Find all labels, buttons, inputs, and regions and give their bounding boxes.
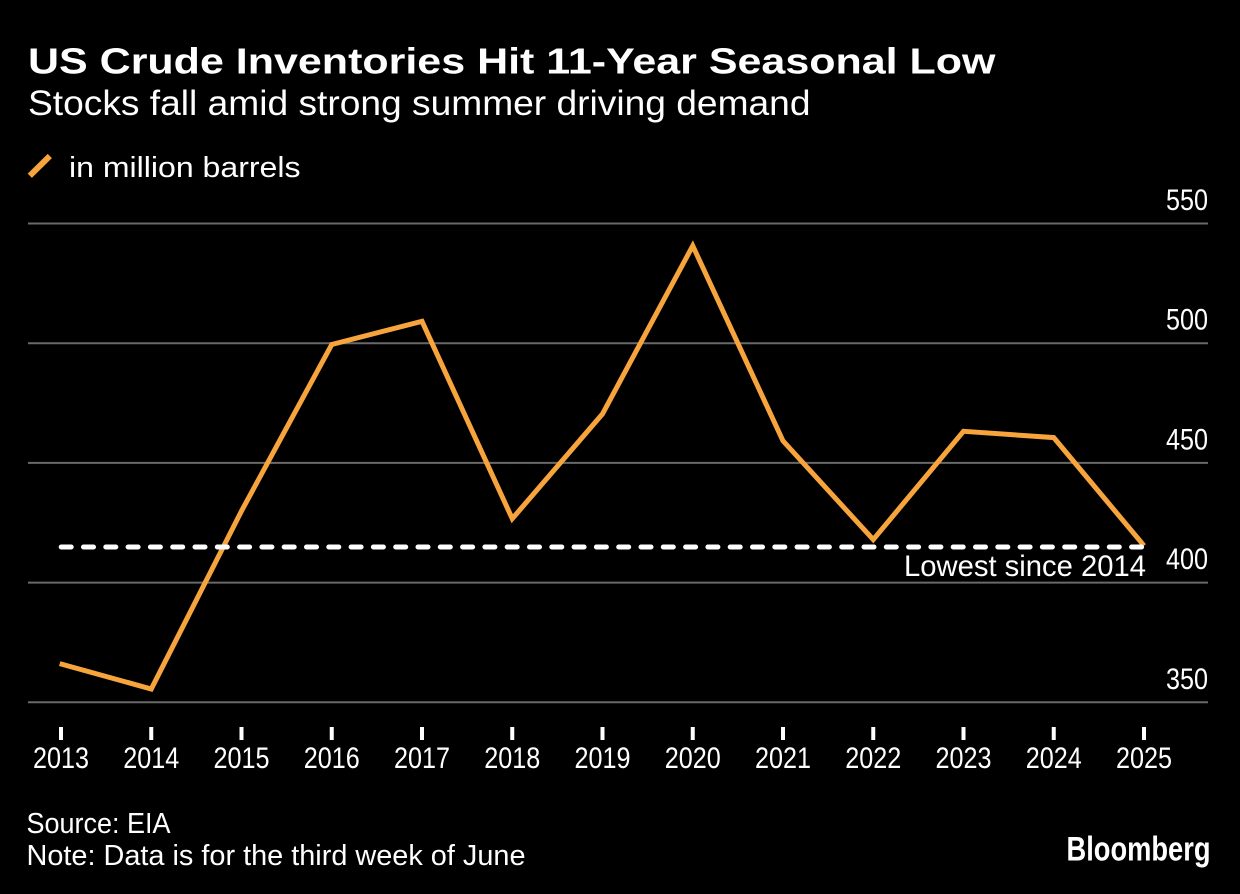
svg-text:400: 400	[1166, 543, 1208, 576]
svg-text:2017: 2017	[394, 742, 450, 775]
svg-text:Lowest since 2014: Lowest since 2014	[904, 550, 1146, 583]
svg-text:2015: 2015	[214, 742, 270, 775]
svg-text:500: 500	[1166, 304, 1208, 337]
svg-text:2014: 2014	[123, 742, 179, 775]
svg-text:Note: Data is for the third we: Note: Data is for the third week of June	[27, 840, 526, 872]
svg-text:2023: 2023	[936, 742, 992, 775]
svg-text:2018: 2018	[484, 742, 540, 775]
svg-text:2020: 2020	[665, 742, 721, 775]
svg-text:2016: 2016	[304, 742, 360, 775]
svg-text:450: 450	[1166, 423, 1208, 456]
svg-text:2022: 2022	[845, 742, 901, 775]
svg-text:2013: 2013	[33, 742, 89, 775]
svg-text:350: 350	[1166, 663, 1208, 696]
svg-text:US Crude Inventories Hit 11-Ye: US Crude Inventories Hit 11-Year Seasona…	[28, 41, 997, 82]
svg-text:Source: EIA: Source: EIA	[27, 808, 172, 840]
svg-text:2019: 2019	[575, 742, 631, 775]
svg-text:in million barrels: in million barrels	[69, 152, 301, 184]
svg-text:2025: 2025	[1116, 742, 1172, 775]
svg-text:2024: 2024	[1026, 742, 1082, 775]
svg-text:550: 550	[1166, 184, 1208, 217]
svg-text:Bloomberg: Bloomberg	[1067, 831, 1211, 869]
svg-text:Stocks fall amid strong summer: Stocks fall amid strong summer driving d…	[28, 84, 810, 123]
svg-text:2021: 2021	[755, 742, 811, 775]
